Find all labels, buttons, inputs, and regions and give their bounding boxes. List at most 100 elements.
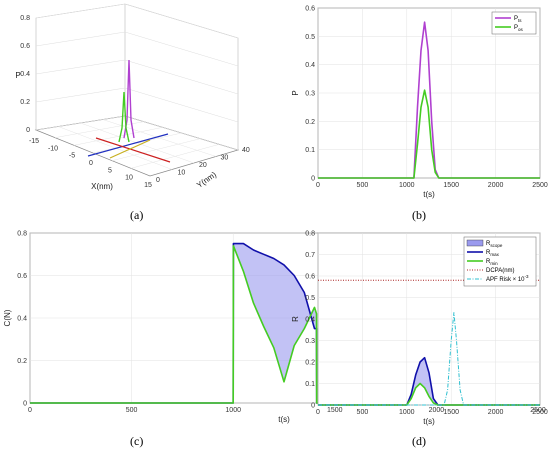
trajectory-mid-line [109, 139, 151, 159]
z-gridline [124, 31, 239, 67]
caption-b: (b) [412, 208, 426, 222]
y-tick-label: 0.3 [305, 338, 315, 345]
y-tick-label: 0.4 [305, 62, 315, 69]
caption-d: (d) [412, 434, 426, 448]
x-tick-label: -10 [48, 145, 58, 152]
caption-c: (c) [130, 434, 143, 448]
x-tick-label: 0 [28, 407, 32, 414]
legend-label-p-ts: Pts [514, 16, 522, 23]
panel-a-3d-plot: 0 0.2 0.4 0.6 0.8 -15 -10 -5 0 5 10 15 0 10 20 30 40 X(nm… [15, 3, 250, 191]
z-tick-label: 0.4 [20, 71, 30, 78]
x-tick-label: 1000 [399, 409, 415, 416]
x-axis-label: t(s) [278, 415, 290, 424]
y-tick-label: 10 [178, 170, 186, 177]
y-tick-label: 20 [199, 162, 207, 169]
x-tick-label: 1000 [225, 407, 241, 414]
legend-label-p-os: Pos [514, 25, 524, 32]
x-tick-label: 2000 [488, 182, 504, 189]
trajectory-os-line [87, 133, 169, 157]
x-axis-label: t(s) [423, 190, 435, 199]
y-tick-label: 30 [221, 155, 229, 162]
x-tick-label: 500 [126, 407, 138, 414]
x-tick-label: 1500 [443, 182, 459, 189]
panel-d-risk-plot: 0 500 1000 1500 2000 250000.10.20.30.40.50.60… [291, 231, 548, 427]
caption-a: (a) [130, 208, 143, 222]
y-tick-label: 0.2 [17, 358, 27, 365]
x-tick-label: -15 [29, 138, 39, 145]
z-gridline [35, 31, 126, 47]
series-line-r-min [318, 382, 540, 406]
y-tick-label: 0.5 [305, 34, 315, 41]
y-tick-label: 0 [156, 177, 160, 184]
y-tick-label: 0.6 [17, 273, 27, 280]
z-tick-label: 0.8 [20, 15, 30, 22]
series-line-apf-risk---10--3 [318, 312, 540, 406]
x-axis-label: X(nm) [91, 182, 113, 191]
z-gridline [124, 59, 239, 95]
x-tick-label: 500 [357, 182, 369, 189]
y-axis-label: P [291, 90, 300, 95]
y-tick-label: 0.8 [17, 231, 27, 238]
series-line-c-min [30, 245, 538, 404]
z-gridline [35, 87, 126, 103]
z-gridline [124, 3, 239, 39]
z-tick-label: 0.6 [20, 43, 30, 50]
series-line-p-os [318, 89, 540, 179]
x-tick-label: 10 [125, 175, 133, 182]
y-tick-label: 0.4 [305, 317, 315, 324]
y-tick-label: 0 [311, 176, 315, 183]
x-tick-label: 2000 [429, 407, 445, 414]
x-tick-label: 2500 [532, 182, 548, 189]
x-tick-label: 1500 [443, 409, 459, 416]
x-tick-label: 0 [316, 409, 320, 416]
x-tick-label: 5 [108, 167, 112, 174]
peak-os-line [118, 91, 130, 143]
y-tick-label: 0.8 [305, 231, 315, 238]
z-gridline [35, 59, 126, 75]
y-tick-label: 40 [242, 147, 250, 154]
y-tick-label: 0.4 [17, 316, 27, 323]
x-axis-label: t(s) [423, 417, 435, 426]
z-tick-label: 0.2 [20, 99, 30, 106]
legend-label-dcpa-nm-: DCPA(nm) [486, 268, 515, 274]
legend-label-r-scope: Rscope [486, 241, 503, 248]
x-tick-label: 500 [357, 409, 369, 416]
x-tick-label: -5 [69, 153, 75, 160]
x-tick-label: 15 [144, 182, 152, 189]
panel-b-probability-plot: 0 500 1000 1500 2000 2500 0 0.1 0.2 0.3 0.4 0.5 0.6 t… [291, 6, 548, 200]
y-tick-label: 0.1 [305, 147, 315, 154]
x-tick-label: 1500 [327, 407, 343, 414]
legend-label-r-max: Rmax [486, 250, 500, 257]
y-tick-label: 0.3 [305, 91, 315, 98]
legend-label-r-min: Rmin [486, 259, 498, 266]
y-axis-label: R [291, 316, 300, 322]
x-tick-label: 0 [89, 160, 93, 167]
y-tick-label: 0.6 [305, 6, 315, 13]
z-gridline [35, 3, 126, 19]
x-tick-label: 2000 [488, 409, 504, 416]
x-tick-label: 1000 [399, 182, 415, 189]
x-tick-label: 2500 [532, 409, 548, 416]
series-line-r-max [318, 356, 540, 406]
z-axis-label: P [15, 71, 20, 80]
y-tick-label: 0.7 [305, 252, 315, 259]
trajectory-ts-line [95, 137, 171, 163]
y-tick-label: 0 [311, 403, 315, 410]
y-axis-label: Y(nm) [195, 170, 218, 190]
z-tick-label: 0 [26, 127, 30, 134]
z-gridline [124, 87, 239, 123]
legend-swatch-r_scope [466, 239, 484, 247]
y-tick-label: 0.2 [305, 119, 315, 126]
x-tick-label: 2500 [530, 407, 546, 414]
legend-label-apf-risk---10--3: APF Risk × 10-3 [486, 274, 529, 283]
y-tick-label: 0.6 [305, 274, 315, 281]
scope-area [318, 357, 540, 405]
x-tick-label: 0 [316, 182, 320, 189]
y-tick-label: 0.1 [305, 381, 315, 388]
y-tick-label: 0.2 [305, 360, 315, 367]
scope-area [30, 243, 538, 403]
y-axis-label: C(N) [3, 309, 12, 326]
y-tick-label: 0 [23, 401, 27, 408]
y-tick-label: 0.5 [305, 295, 315, 302]
